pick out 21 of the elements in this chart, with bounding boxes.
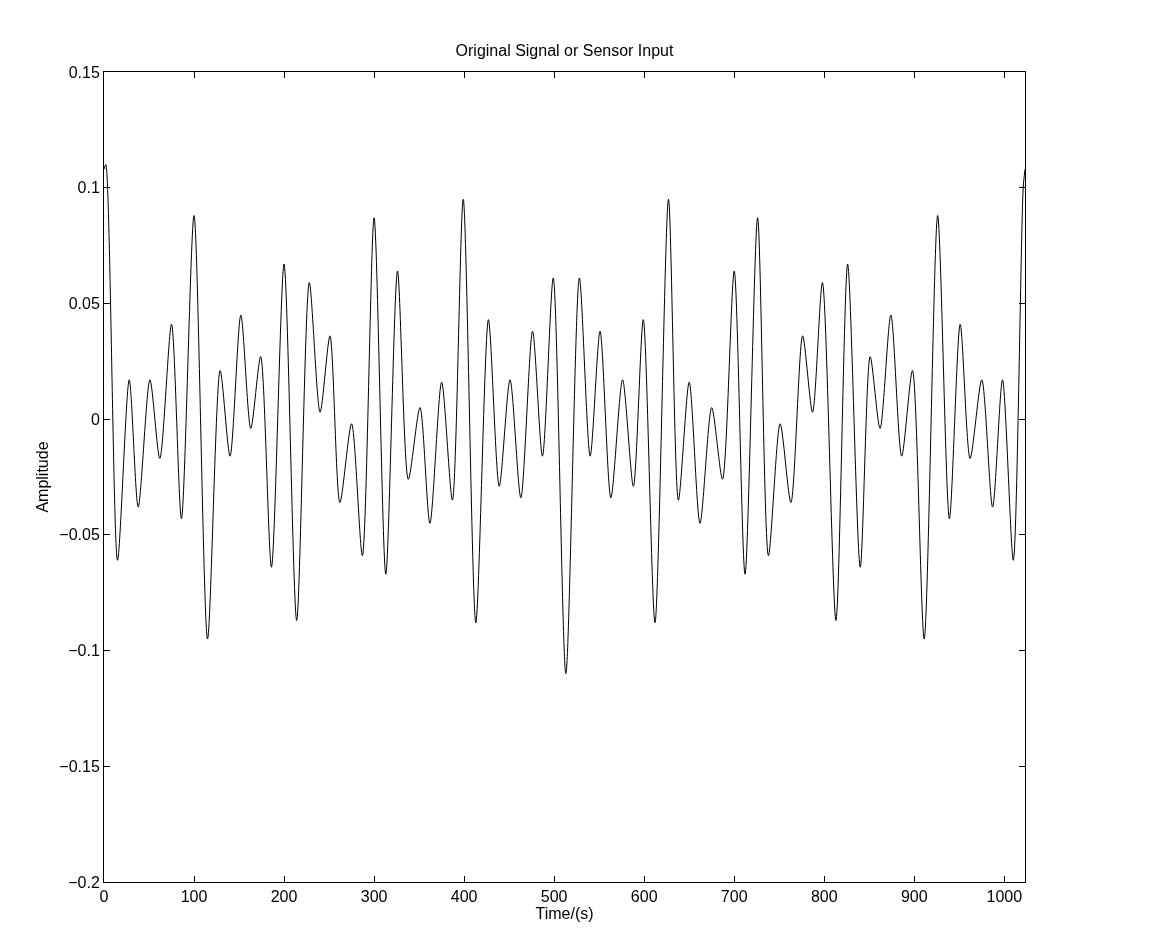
x-tick-label: 500	[540, 888, 568, 906]
y-tick-label: −0.05	[59, 526, 100, 544]
x-tick-label: 600	[630, 888, 658, 906]
x-tick-label: 800	[810, 888, 838, 906]
y-tick-label: 0.1	[77, 179, 100, 197]
x-tick-label: 100	[180, 888, 208, 906]
y-tick-label: 0	[90, 410, 100, 428]
y-tick-label: −0.1	[68, 642, 100, 660]
y-tick-label: 0.15	[68, 63, 100, 81]
y-tick-label: −0.2	[68, 873, 100, 891]
x-tick-label: 300	[360, 888, 388, 906]
x-tick-label: 400	[450, 888, 478, 906]
y-axis-title: Amplitude	[34, 441, 52, 513]
y-tick-label: 0.05	[68, 295, 100, 313]
x-tick-label: 900	[900, 888, 928, 906]
x-tick-label: 1000	[986, 888, 1023, 906]
x-axis-title: Time/(s)	[535, 905, 594, 923]
chart-title: Original Signal or Sensor Input	[455, 42, 674, 59]
y-tick-label: −0.15	[59, 757, 100, 775]
x-tick-label: 700	[720, 888, 748, 906]
x-tick-label: 200	[270, 888, 298, 906]
